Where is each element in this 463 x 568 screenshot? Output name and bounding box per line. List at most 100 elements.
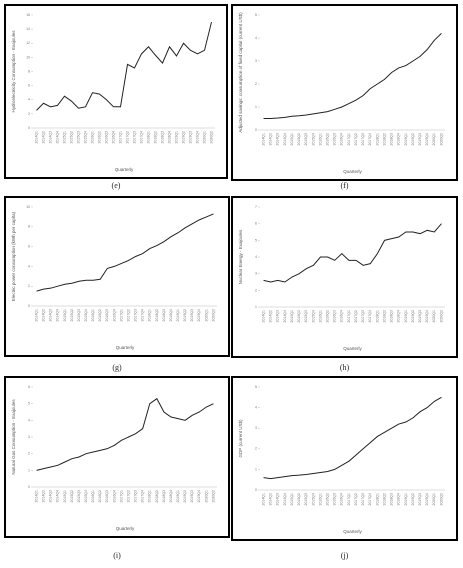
- x-tick-label: 2016Q2: [326, 493, 330, 506]
- x-tick-label: 2014Q4: [283, 133, 287, 146]
- x-axis-label: Quarterly: [343, 346, 362, 351]
- x-tick-label: 2017Q1: [347, 133, 351, 146]
- x-tick-label: 2019Q3: [418, 310, 422, 323]
- x-tick-label: 2016Q3: [333, 310, 337, 323]
- x-tick-label: 2017Q1: [347, 493, 351, 506]
- x-tick-label: 2016Q4: [340, 133, 344, 146]
- x-tick-label: 2014Q1: [261, 310, 265, 323]
- x-tick-label: 2015Q1: [290, 310, 294, 323]
- panel-caption: (j): [341, 551, 349, 560]
- x-tick-label: 2014Q4: [283, 493, 287, 506]
- data-line: [36, 397, 214, 471]
- y-tick-label: 1: [255, 105, 257, 109]
- x-tick-label: 2017Q4: [368, 493, 372, 506]
- panel-caption: (h): [340, 363, 350, 372]
- x-tick-label: 2014Q1: [34, 131, 38, 144]
- x-tick-label: 2015Q2: [297, 310, 301, 323]
- x-tick-label: 2017Q4: [141, 309, 145, 322]
- x-tick-label: 2014Q2: [269, 310, 273, 323]
- x-tick-label: 2017Q1: [118, 131, 122, 144]
- y-tick-label: 1: [28, 468, 30, 472]
- y-tick-label: 3: [255, 426, 257, 430]
- y-axis-label: Electric power consumption (kWh per capi…: [11, 211, 16, 301]
- y-tick-label: 0: [255, 488, 257, 492]
- x-tick-label: 2018Q3: [162, 309, 166, 322]
- x-tick-label: 2014Q4: [55, 131, 59, 144]
- data-line: [36, 213, 214, 292]
- x-tick-label: 2018Q1: [375, 133, 379, 146]
- x-tick-label: 2015Q1: [62, 131, 66, 144]
- panel-caption: (g): [112, 363, 122, 372]
- x-tick-label: 2020Q1: [432, 493, 436, 506]
- x-tick-label: 2014Q4: [283, 310, 287, 323]
- x-tick-label: 2020Q2: [211, 309, 215, 322]
- y-tick-label: 4: [28, 264, 30, 268]
- x-tick-label: 2015Q1: [63, 490, 67, 503]
- x-tick-label: 2017Q4: [139, 131, 143, 144]
- x-tick-label: 2018Q3: [162, 490, 166, 503]
- x-tick-label: 2019Q3: [418, 493, 422, 506]
- y-tick-label: 14: [26, 27, 30, 31]
- x-tick-label: 2019Q3: [190, 309, 194, 322]
- x-tick-label: 2019Q1: [176, 309, 180, 322]
- data-line: [36, 21, 212, 111]
- x-tick-label: 2017Q3: [132, 131, 136, 144]
- x-tick-label: 2018Q4: [169, 309, 173, 322]
- y-tick-label: 5: [255, 13, 257, 17]
- x-tick-label: 2015Q2: [297, 133, 301, 146]
- y-tick-label: 6: [28, 245, 30, 249]
- x-tick-label: 2018Q3: [390, 310, 394, 323]
- x-tick-label: 2017Q1: [119, 490, 123, 503]
- x-tick-label: 2015Q4: [311, 310, 315, 323]
- panel-border: [4, 4, 228, 179]
- y-tick-label: 3: [28, 435, 30, 439]
- x-tick-label: 2017Q3: [361, 310, 365, 323]
- y-tick-label: 5: [255, 385, 257, 389]
- x-tick-label: 2016Q1: [91, 490, 95, 503]
- x-tick-label: 2015Q3: [77, 309, 81, 322]
- x-tick-label: 2015Q1: [290, 493, 294, 506]
- data-line: [263, 33, 442, 119]
- y-tick-label: 4: [255, 36, 257, 40]
- y-tick-label: 3: [255, 272, 257, 276]
- x-tick-label: 2018Q4: [397, 310, 401, 323]
- x-tick-label: 2015Q1: [63, 309, 67, 322]
- x-tick-label: 2016Q3: [105, 490, 109, 503]
- y-tick-label: 1: [255, 305, 257, 309]
- x-tick-label: 2017Q3: [134, 490, 138, 503]
- x-tick-label: 2018Q1: [375, 310, 379, 323]
- x-tick-label: 2016Q1: [318, 310, 322, 323]
- x-tick-label: 2020Q2: [211, 490, 215, 503]
- x-tick-label: 2018Q2: [155, 490, 159, 503]
- x-tick-label: 2018Q1: [148, 490, 152, 503]
- x-tick-label: 2016Q2: [98, 309, 102, 322]
- panel-caption: (f): [341, 181, 349, 190]
- x-tick-label: 2016Q3: [333, 133, 337, 146]
- x-tick-label: 2016Q2: [326, 133, 330, 146]
- y-tick-label: 4: [28, 418, 30, 422]
- y-tick-label: 8: [28, 69, 30, 73]
- panel-border: [231, 196, 458, 358]
- x-tick-label: 2016Q2: [98, 490, 102, 503]
- x-tick-label: 2019Q2: [183, 309, 187, 322]
- x-tick-label: 2015Q4: [84, 309, 88, 322]
- x-tick-label: 2020Q2: [209, 131, 213, 144]
- x-tick-label: 2017Q2: [354, 310, 358, 323]
- panel-border: [231, 376, 458, 541]
- x-tick-label: 2017Q4: [368, 310, 372, 323]
- x-tick-label: 2018Q4: [169, 490, 173, 503]
- x-tick-label: 2018Q4: [167, 131, 171, 144]
- x-tick-label: 2016Q2: [97, 131, 101, 144]
- x-tick-label: 2015Q2: [70, 490, 74, 503]
- x-tick-label: 2015Q4: [311, 493, 315, 506]
- x-tick-label: 2019Q2: [411, 310, 415, 323]
- y-tick-label: 2: [28, 284, 30, 288]
- x-tick-label: 2017Q2: [125, 131, 129, 144]
- x-tick-label: 2018Q3: [390, 493, 394, 506]
- x-tick-label: 2016Q4: [111, 131, 115, 144]
- x-tick-label: 2014Q1: [34, 309, 38, 322]
- y-axis-label: GDP (current US$): [238, 419, 243, 457]
- y-tick-label: 2: [28, 452, 30, 456]
- y-tick-label: 2: [255, 82, 257, 86]
- x-tick-label: 2019Q1: [404, 133, 408, 146]
